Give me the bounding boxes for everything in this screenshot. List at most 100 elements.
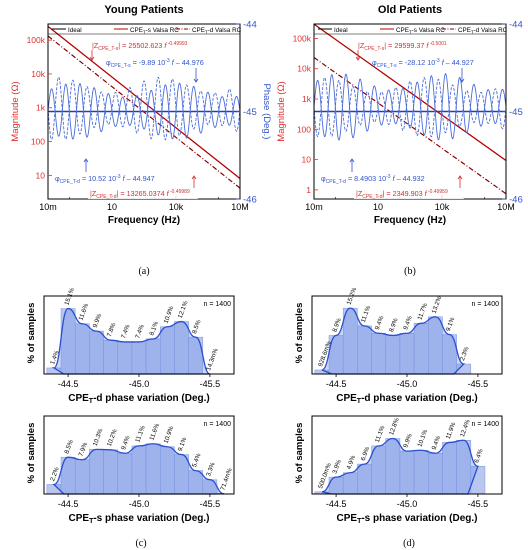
- bar-value-label: 12.1%: [177, 300, 190, 320]
- annotation-1: φCPE_T-s = -28.12 10-3 f – 44.927: [372, 58, 474, 83]
- legend-sub: T: [471, 30, 474, 35]
- x-tick-label: -45.0: [397, 499, 418, 509]
- annotation-main: |Z: [92, 41, 99, 50]
- annotation-2: φCPE_T-d = 8.4903 10-3 f – 44.932: [321, 158, 425, 185]
- x-axis-label: Frequency (Hz): [374, 215, 446, 226]
- x-axis-label: CPET-s phase variation (Deg.): [69, 513, 210, 525]
- annotation-f: f: [167, 189, 170, 198]
- annotation-f: f: [170, 58, 175, 67]
- x-axis: -44.5 -45.0 -45.5 CPET-d phase variation (D…: [58, 374, 220, 405]
- bar-value-label: 8.9%: [388, 317, 400, 333]
- annotation-tail: – 44.947: [125, 174, 155, 183]
- bar-value-label: 5.4%: [191, 452, 203, 468]
- x-tick-label: -44.5: [326, 379, 347, 389]
- bar-value-label: 3.3%: [205, 461, 217, 477]
- annotation-main: φ: [372, 58, 377, 67]
- y-axis-label: % of samples: [26, 423, 37, 484]
- bar-value-label: 10.3%: [92, 428, 105, 448]
- bar-value-label: 8.5%: [191, 319, 203, 335]
- bar-value-label: 71.4m%: [219, 467, 234, 491]
- bar-value-label: 10.1%: [416, 428, 429, 448]
- annotation-f: f: [121, 174, 126, 183]
- annotation-text: |ZCPE_T-s| = 29599.37 f -0.5001: [358, 41, 447, 52]
- annotation-3: |ZCPE_T-d| = 13265.0374 f -0.49989: [88, 175, 198, 200]
- annotation-f: f: [425, 189, 428, 198]
- bar-value-label: 7.4%: [120, 323, 132, 339]
- bar-value-label: 3.9%: [331, 459, 343, 475]
- x-axis: -44.5 -45.0 -45.5 CPET-d phase variation (D…: [326, 374, 488, 405]
- y-left-tick-label: 10: [36, 170, 46, 180]
- bar-value-label: 9.9%: [92, 313, 104, 329]
- annotation-arrowhead: [193, 78, 199, 83]
- annotation-text: |ZCPE_T-s| = 25502.623 f -0.49993: [92, 41, 188, 52]
- annotation-tail: – 44.932: [395, 174, 425, 183]
- bar-value-label: 10.9%: [163, 425, 176, 445]
- annotation-rest: | = 29599.37: [384, 41, 426, 50]
- y-axis-left: 1 10 100 1k 10k 100k Magnitude (Ω): [276, 33, 318, 195]
- bar-value-label: 9.4%: [120, 435, 132, 451]
- legend-main: CPE: [192, 27, 205, 34]
- legend-label-2: CPET-d Valsa RC: [458, 27, 508, 35]
- annotation-arrowhead: [459, 78, 465, 83]
- bar-value-label: 12.8%: [388, 417, 401, 437]
- x-tick-label: 10: [373, 202, 383, 212]
- bar-value-label: 11.9%: [445, 421, 458, 440]
- y-right-tick-label: -45: [509, 107, 523, 118]
- bar-value-label: 9.1%: [445, 316, 457, 332]
- bar-value-label: 6.4%: [473, 448, 485, 464]
- x-tick-label: 10: [107, 202, 117, 212]
- bar-value-label: 9.9%: [402, 433, 414, 449]
- annotation-exp: -0.5001: [428, 41, 447, 47]
- sample-count: n = 1400: [472, 301, 500, 308]
- bar-value-label: 11.6%: [78, 302, 91, 321]
- annotation-exp: -3: [165, 58, 170, 64]
- y-left-tick-label: 1k: [302, 94, 312, 104]
- x-axis: 10m 10 10k 10M Frequency (Hz): [305, 195, 515, 226]
- y-left-tick-label: 100k: [27, 35, 46, 45]
- phase-line-1: [48, 82, 240, 140]
- annotation-main: φ: [106, 58, 111, 67]
- annotation-f: f: [426, 41, 429, 50]
- annotation-text: |ZCPE_T-d| = 2349.903 f -0.49959: [356, 189, 448, 200]
- legend-sub: T: [409, 30, 412, 35]
- y-axis-right: -44 -45 -46 Phase (Deg.): [236, 20, 272, 206]
- legend-label-1: CPET-s Valsa RC: [130, 27, 179, 35]
- bar-value-label: 2.3%: [459, 345, 471, 361]
- annotation-rest: = 10.52 10: [80, 174, 116, 183]
- xlabel-main: CPE: [336, 393, 357, 404]
- distribution-curve: [321, 437, 479, 495]
- legend-sub: T: [205, 30, 208, 35]
- annotation-1: φCPE_T-s = -9.89 10-3 f – 44.976: [106, 58, 204, 83]
- x-tick-label: -45.0: [129, 379, 150, 389]
- legend-main: CPE: [396, 27, 409, 34]
- annotation-text: φCPE_T-s = -28.12 10-3 f – 44.927: [372, 58, 474, 69]
- bar-value-label: 10.9%: [163, 305, 176, 325]
- bar-value-label: 13.2%: [431, 295, 444, 315]
- x-axis-label: CPET-d phase variation (Deg.): [336, 393, 478, 405]
- annotation-sub: CPE_T-d: [326, 179, 347, 185]
- legend-rest: -d Valsa RC: [474, 27, 508, 34]
- bar-value-label: 7.9%: [78, 441, 90, 457]
- bar-value-label: 14.3m%: [205, 347, 220, 371]
- xlabel-rest: -d phase variation (Deg.): [93, 393, 210, 404]
- annotation-rest: = 8.4903 10: [346, 174, 386, 183]
- phase-line-2: [314, 77, 506, 138]
- panel-label: (c): [135, 538, 146, 549]
- sample-count: n = 1400: [204, 421, 232, 428]
- x-tick-label: 10M: [231, 202, 249, 212]
- y-left-tick-label: 1k: [36, 103, 46, 113]
- annotation-arrowhead: [349, 158, 355, 163]
- annotation-rest: | = 13265.0374: [117, 189, 167, 198]
- xlabel-main: CPE: [337, 513, 358, 524]
- y-axis-label: % of samples: [294, 303, 305, 364]
- bar-value-label: 9.4%: [431, 435, 443, 451]
- distribution-curve: [51, 307, 211, 375]
- annotation-sub: CPE_T-s: [364, 46, 385, 52]
- y-right-tick-label: -46: [243, 195, 257, 206]
- bar-value-label: 11.1%: [360, 304, 373, 323]
- annotation-sub: CPE_T-s: [377, 63, 398, 69]
- legend-label-0: Ideal: [334, 27, 348, 34]
- legend-sub: T: [143, 30, 146, 35]
- annotation-tail: – 44.976: [174, 58, 204, 67]
